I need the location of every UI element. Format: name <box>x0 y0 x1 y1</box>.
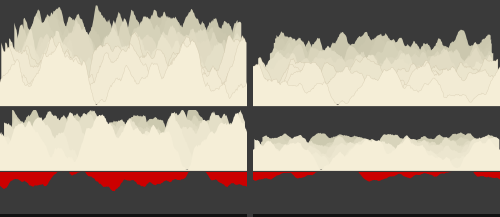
Polygon shape <box>12 23 242 90</box>
Polygon shape <box>18 14 240 81</box>
Polygon shape <box>22 9 238 76</box>
Polygon shape <box>275 33 491 76</box>
Polygon shape <box>0 113 247 171</box>
Polygon shape <box>14 109 240 156</box>
Polygon shape <box>12 109 241 158</box>
Polygon shape <box>253 64 500 106</box>
Polygon shape <box>265 133 494 158</box>
Polygon shape <box>21 11 238 77</box>
Polygon shape <box>271 38 492 81</box>
Polygon shape <box>2 112 246 168</box>
Polygon shape <box>268 44 494 86</box>
Polygon shape <box>266 133 494 156</box>
Polygon shape <box>2 36 246 102</box>
Polygon shape <box>261 135 496 162</box>
Polygon shape <box>256 136 498 168</box>
Polygon shape <box>63 172 64 173</box>
Polygon shape <box>85 171 189 191</box>
Polygon shape <box>13 22 242 88</box>
Polygon shape <box>262 51 496 94</box>
Polygon shape <box>0 172 58 189</box>
Polygon shape <box>6 111 244 165</box>
Polygon shape <box>9 27 244 94</box>
Polygon shape <box>260 55 498 97</box>
Polygon shape <box>278 30 490 72</box>
Polygon shape <box>274 35 492 77</box>
Polygon shape <box>0 40 247 106</box>
Polygon shape <box>15 108 239 155</box>
Polygon shape <box>260 135 496 164</box>
Polygon shape <box>258 135 498 165</box>
Polygon shape <box>14 20 241 86</box>
Polygon shape <box>6 111 244 164</box>
Polygon shape <box>253 137 500 171</box>
Polygon shape <box>70 171 80 176</box>
Polygon shape <box>10 110 242 161</box>
Polygon shape <box>268 42 494 84</box>
Polygon shape <box>4 112 245 166</box>
Polygon shape <box>6 31 244 97</box>
Polygon shape <box>17 16 240 83</box>
Polygon shape <box>5 32 245 99</box>
Polygon shape <box>16 18 241 84</box>
Polygon shape <box>24 7 238 74</box>
Polygon shape <box>264 48 496 90</box>
Polygon shape <box>253 172 318 181</box>
Polygon shape <box>264 134 494 159</box>
Polygon shape <box>24 5 237 72</box>
Polygon shape <box>8 110 243 162</box>
Polygon shape <box>20 13 239 79</box>
Polygon shape <box>2 38 246 104</box>
Polygon shape <box>264 49 496 92</box>
Polygon shape <box>358 172 452 182</box>
Polygon shape <box>256 60 499 102</box>
Polygon shape <box>257 136 498 166</box>
Polygon shape <box>474 172 500 180</box>
Polygon shape <box>10 25 243 92</box>
Polygon shape <box>272 37 492 79</box>
Polygon shape <box>11 110 241 159</box>
Polygon shape <box>261 53 497 95</box>
Polygon shape <box>8 29 244 95</box>
Polygon shape <box>266 46 495 88</box>
Polygon shape <box>4 34 246 101</box>
Polygon shape <box>262 134 496 161</box>
Polygon shape <box>254 137 500 169</box>
Polygon shape <box>258 57 498 99</box>
Polygon shape <box>276 31 490 74</box>
Polygon shape <box>257 58 498 101</box>
Polygon shape <box>270 40 493 83</box>
Polygon shape <box>268 132 492 155</box>
Polygon shape <box>206 172 247 187</box>
Polygon shape <box>254 62 500 104</box>
Polygon shape <box>2 113 246 169</box>
